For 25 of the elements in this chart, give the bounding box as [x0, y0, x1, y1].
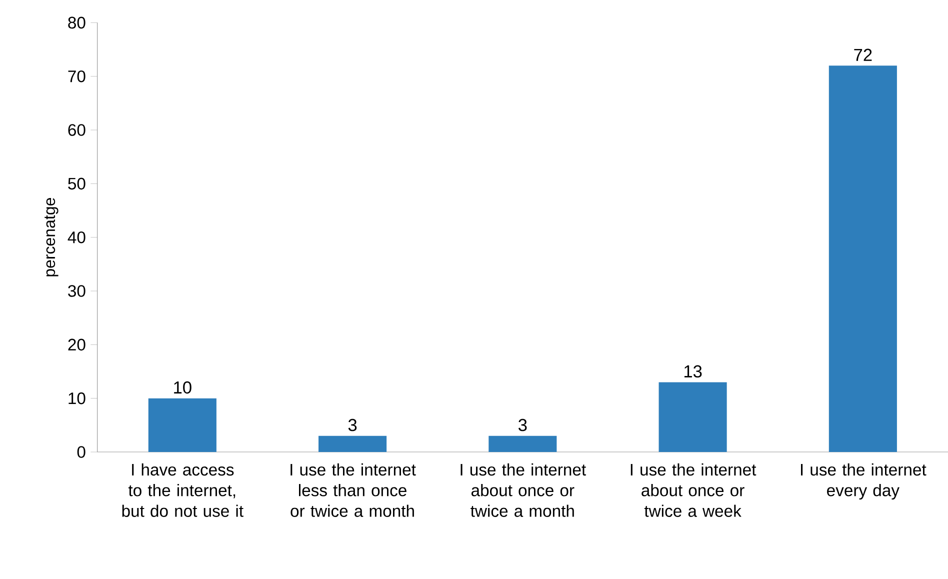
x-tick-label: I use the internet less than once or twice a month	[290, 464, 416, 518]
x-tick-label: I use the internet every day	[801, 464, 926, 500]
y-tick-label: 0	[77, 446, 86, 458]
y-tick-label: 60	[68, 124, 86, 136]
x-tick-label: I have access to the internet, but do not use it	[122, 464, 244, 518]
data-label: 13	[684, 365, 702, 378]
bar	[318, 436, 387, 452]
bar	[658, 382, 727, 452]
bar	[148, 398, 216, 452]
y-tick-label: 80	[68, 16, 86, 29]
x-tick-label: I use the internet about once or twice a month	[460, 464, 586, 518]
y-tick-label: 50	[68, 178, 86, 190]
data-label: 3	[518, 419, 527, 432]
y-tick-label: 10	[68, 392, 86, 404]
bar	[488, 436, 557, 452]
bar	[828, 66, 897, 452]
y-tick-label: 20	[68, 338, 86, 351]
data-label: 10	[174, 382, 192, 394]
y-tick-label: 30	[68, 285, 86, 298]
y-tick-label: 40	[68, 232, 86, 244]
y-axis-title: percenatge	[44, 198, 58, 277]
data-label: 3	[348, 419, 357, 432]
data-label: 72	[854, 48, 872, 62]
x-tick-label: I use the internet about once or twice a week	[630, 464, 756, 518]
y-tick-label: 70	[68, 70, 86, 82]
